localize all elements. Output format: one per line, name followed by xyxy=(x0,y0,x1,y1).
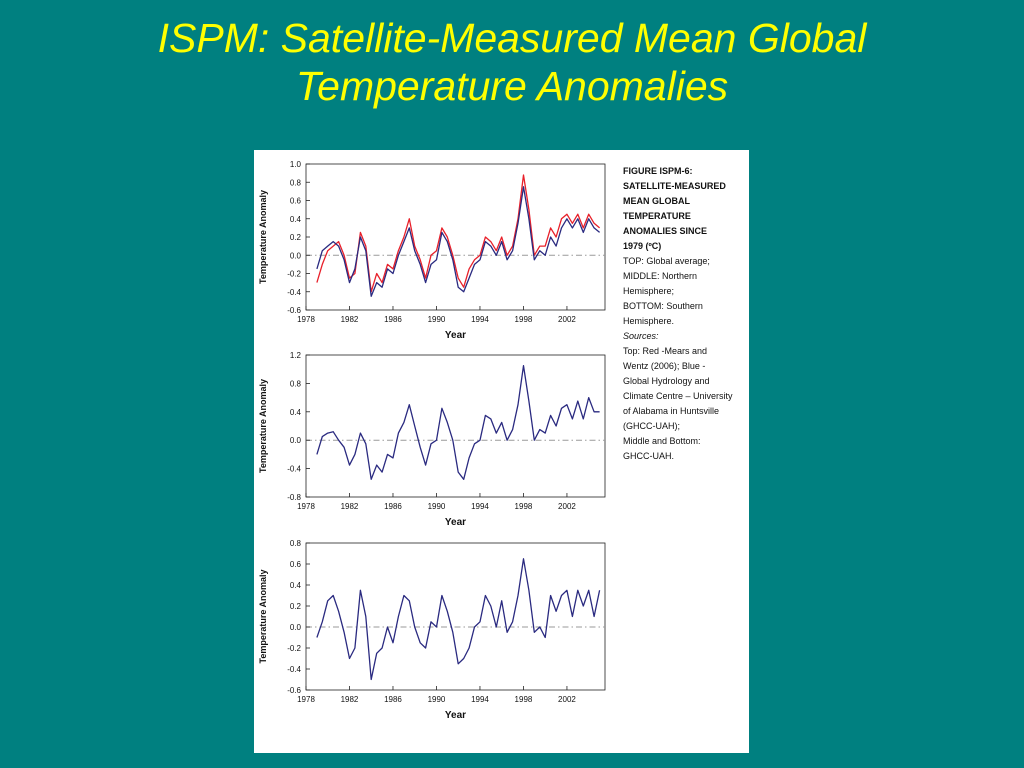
slide-title: ISPM: Satellite-Measured Mean Global Tem… xyxy=(0,14,1024,110)
x-tick-label-top-4: 1994 xyxy=(471,315,489,324)
y-tick-label-middle-5: 1.2 xyxy=(290,351,302,360)
x-tick-label-top-2: 1986 xyxy=(384,315,402,324)
figure-panel: -0.6 -0.4 -0.2 0.0 0.2 0.4 0.6 0.8 1.0 1978 1982 19… xyxy=(254,150,749,753)
caption-body-b-4: Climate Centre – University xyxy=(623,391,733,401)
x-tick-label-middle-6: 2002 xyxy=(558,502,576,511)
series-line-bottom-0 xyxy=(316,558,601,681)
caption-body-b-3: Global Hydrology and xyxy=(623,376,710,386)
y-tick-label-top-2: -0.2 xyxy=(287,270,301,279)
slide-title-line-1: ISPM: Satellite-Measured Mean Global xyxy=(157,15,867,61)
x-tick-label-bottom-0: 1978 xyxy=(297,695,315,704)
caption-heading-3: MEAN GLOBAL xyxy=(623,196,690,206)
figure-caption: FIGURE ISPM-6: SATELLITE-MEASURED MEAN G… xyxy=(623,164,751,464)
x-tick-label-bottom-5: 1998 xyxy=(515,695,533,704)
x-axis-label-bottom: Year xyxy=(445,710,466,721)
y-axis-label-top: Temperature Anomaly xyxy=(258,190,268,284)
y-tick-label-top-4: 0.2 xyxy=(290,233,302,242)
y-tick-label-top-5: 0.4 xyxy=(290,215,302,224)
slide-title-line-2: Temperature Anomalies xyxy=(295,63,729,109)
y-tick-label-top-1: -0.4 xyxy=(287,288,301,297)
y-tick-label-bottom-1: -0.4 xyxy=(287,665,301,674)
y-tick-label-top-8: 1.0 xyxy=(290,160,302,169)
y-tick-label-bottom-5: 0.4 xyxy=(290,581,302,590)
caption-heading-2: SATELLITE-MEASURED xyxy=(623,181,726,191)
caption-sources-label: Sources: xyxy=(623,331,659,341)
y-tick-label-top-7: 0.8 xyxy=(290,178,302,187)
x-tick-label-middle-0: 1978 xyxy=(297,502,315,511)
x-axis-label-top: Year xyxy=(445,330,466,341)
x-tick-label-bottom-6: 2002 xyxy=(558,695,576,704)
y-tick-label-top-0: -0.6 xyxy=(287,306,301,315)
x-tick-label-middle-3: 1990 xyxy=(428,502,446,511)
charts-svg: -0.6 -0.4 -0.2 0.0 0.2 0.4 0.6 0.8 1.0 1978 1982 19… xyxy=(258,160,606,721)
y-tick-label-top-6: 0.6 xyxy=(290,197,302,206)
x-tick-label-top-5: 1998 xyxy=(515,315,533,324)
caption-body-a-2: MIDDLE: Northern xyxy=(623,271,698,281)
y-axis-label-middle: Temperature Anomaly xyxy=(258,379,268,473)
caption-body-b-1: Top: Red -Mears and xyxy=(623,346,708,356)
y-axis-label-bottom: Temperature Anomaly xyxy=(258,569,268,663)
caption-heading-5: ANOMALIES SINCE xyxy=(623,226,708,236)
chart-top: -0.6 -0.4 -0.2 0.0 0.2 0.4 0.6 0.8 1.0 1978 1982 19… xyxy=(258,160,606,341)
x-tick-label-middle-1: 1982 xyxy=(341,502,359,511)
x-tick-label-bottom-3: 1990 xyxy=(428,695,446,704)
plot-frame-bottom xyxy=(305,542,606,691)
caption-heading-1: FIGURE ISPM-6: xyxy=(623,166,693,176)
caption-body-a-5: Hemisphere. xyxy=(623,316,675,326)
y-tick-label-bottom-0: -0.6 xyxy=(287,686,301,695)
y-tick-label-bottom-4: 0.2 xyxy=(290,602,302,611)
y-tick-label-bottom-3: 0.0 xyxy=(290,623,302,632)
series-line-top-1 xyxy=(316,186,601,297)
x-axis-label-middle: Year xyxy=(445,517,466,528)
caption-body-b-6: (GHCC-UAH); xyxy=(623,421,680,431)
y-tick-label-middle-2: 0.0 xyxy=(290,436,302,445)
caption-body-b-5: of Alabama in Huntsville xyxy=(623,406,720,416)
y-tick-label-middle-1: -0.4 xyxy=(287,465,301,474)
x-tick-label-bottom-4: 1994 xyxy=(471,695,489,704)
y-tick-label-bottom-7: 0.8 xyxy=(290,539,302,548)
chart-bottom: -0.6 -0.4 -0.2 0.0 0.2 0.4 0.6 0.8 1978 1982 1986 1… xyxy=(258,539,606,721)
caption-heading-6: 1979 (ºC) xyxy=(623,241,662,251)
x-tick-label-bottom-2: 1986 xyxy=(384,695,402,704)
caption-body-b-8: GHCC-UAH. xyxy=(623,451,674,461)
caption-heading-4: TEMPERATURE xyxy=(623,211,691,221)
y-tick-label-middle-3: 0.4 xyxy=(290,408,302,417)
series-line-middle-0 xyxy=(316,365,600,480)
plot-frame-middle xyxy=(305,354,606,498)
x-tick-label-bottom-1: 1982 xyxy=(341,695,359,704)
y-tick-label-bottom-6: 0.6 xyxy=(290,560,302,569)
plot-frame-top xyxy=(305,163,606,311)
x-tick-label-middle-2: 1986 xyxy=(384,502,402,511)
caption-body-a-1: TOP: Global average; xyxy=(623,256,710,266)
x-tick-label-top-6: 2002 xyxy=(558,315,576,324)
y-tick-label-middle-4: 0.8 xyxy=(290,379,302,388)
x-tick-label-top-1: 1982 xyxy=(341,315,359,324)
caption-body-b-2: Wentz (2006); Blue - xyxy=(623,361,706,371)
chart-middle: -0.8 -0.4 0.0 0.4 0.8 1.2 1978 1982 1986 1990 1994… xyxy=(258,351,606,528)
caption-body-a-3: Hemisphere; xyxy=(623,286,675,296)
series-line-top-0 xyxy=(316,174,601,293)
caption-body-a-4: BOTTOM: Southern xyxy=(623,301,703,311)
x-tick-label-middle-5: 1998 xyxy=(515,502,533,511)
y-tick-label-middle-0: -0.8 xyxy=(287,493,301,502)
x-tick-label-top-0: 1978 xyxy=(297,315,315,324)
caption-body-b-7: Middle and Bottom: xyxy=(623,436,701,446)
x-tick-label-middle-4: 1994 xyxy=(471,502,489,511)
y-tick-label-top-3: 0.0 xyxy=(290,251,302,260)
x-tick-label-top-3: 1990 xyxy=(428,315,446,324)
y-tick-label-bottom-2: -0.2 xyxy=(287,644,301,653)
